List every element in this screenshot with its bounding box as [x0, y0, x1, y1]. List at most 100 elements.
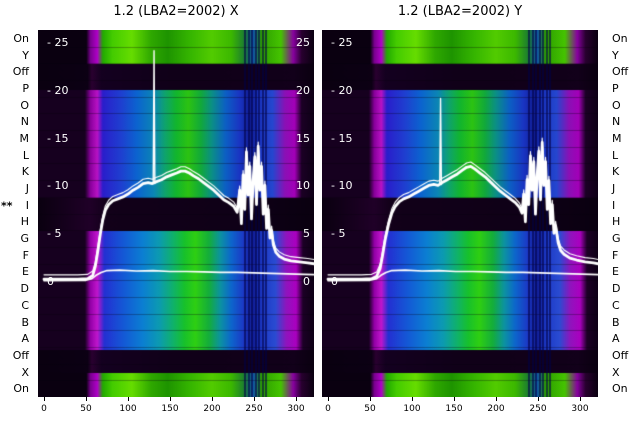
row-label-n: N	[610, 113, 640, 130]
x-tick-label: 200	[487, 404, 505, 414]
row-label-text: L	[22, 148, 29, 162]
row-label-f: F	[610, 247, 640, 264]
x-tick-label: 250	[245, 404, 263, 414]
x-tick-label: 250	[529, 404, 547, 414]
row-label-j: J	[610, 180, 640, 197]
row-marker: **	[1, 199, 13, 213]
y-tick-label: - 15	[47, 131, 69, 145]
row-label-text: K	[21, 165, 29, 179]
x-tick-label: 50	[364, 404, 376, 414]
x-tick-mark	[296, 397, 297, 401]
row-label-text: Y	[612, 48, 619, 62]
row-label-text: Off	[612, 65, 629, 79]
row-label-k: K	[0, 164, 34, 181]
y-tick-label: 0	[331, 275, 338, 288]
row-label-text: Off	[12, 348, 29, 362]
left-x-axis: 0 50 100 150 200 250 300	[38, 397, 318, 429]
row-label-text: H	[612, 215, 621, 229]
y-tick-label: 10	[296, 179, 310, 193]
x-tick-label: 100	[403, 404, 421, 414]
row-label-i: I	[610, 197, 640, 214]
row-label-text: Off	[612, 348, 629, 362]
row-label-x: X	[0, 364, 34, 381]
x-tick-label: 150	[161, 404, 179, 414]
x-tick-label: 0	[325, 404, 331, 414]
row-label-text: A	[612, 332, 620, 346]
y-tick-label: 15	[296, 131, 310, 145]
row-label-y: Y	[610, 47, 640, 64]
row-label-on: On	[0, 380, 34, 397]
right-heatmap-panel: - 25 - 20 - 15 - 10 - 5 0	[322, 30, 598, 397]
row-label-d: D	[610, 280, 640, 297]
row-label-c: C	[0, 297, 34, 314]
y-tick-label: - 5	[331, 227, 346, 241]
row-label-text: N	[612, 115, 621, 129]
row-label-text: N	[20, 115, 29, 129]
y-tick-label: - 25	[47, 36, 69, 49]
y-tick-label: 5	[303, 227, 310, 241]
right-row-labels: On Y Off P O N M L K J I H G F E D C B A Off X On	[610, 30, 640, 397]
right-heatmap-canvas	[322, 30, 598, 397]
row-label-text: H	[20, 215, 29, 229]
x-tick-mark	[496, 397, 497, 401]
row-label-i: I **	[0, 197, 34, 214]
x-tick-label: 200	[203, 404, 221, 414]
row-label-text: C	[21, 298, 29, 312]
left-heatmap-canvas	[38, 30, 314, 397]
row-label-text: P	[612, 81, 619, 95]
row-label-off: Off	[0, 347, 34, 364]
x-tick-mark	[580, 397, 581, 401]
row-label-text: A	[21, 332, 29, 346]
y-tick-label: - 25	[331, 36, 353, 49]
row-label-text: F	[612, 248, 619, 262]
y-tick-label: - 5	[47, 227, 62, 241]
x-tick-mark	[254, 397, 255, 401]
row-label-o: O	[0, 97, 34, 114]
row-label-l: L	[610, 147, 640, 164]
x-tick-label: 150	[445, 404, 463, 414]
row-label-on: On	[610, 380, 640, 397]
row-label-off: Off	[610, 63, 640, 80]
x-tick-mark	[212, 397, 213, 401]
x-tick-mark	[412, 397, 413, 401]
row-label-b: B	[610, 314, 640, 331]
row-label-text: K	[612, 165, 620, 179]
row-label-text: M	[612, 131, 622, 145]
row-label-text: Y	[22, 48, 29, 62]
right-x-axis: 0 50 100 150 200 250 300	[322, 397, 602, 429]
row-label-text: D	[20, 282, 29, 296]
y-tick-label: - 10	[331, 179, 353, 193]
row-label-text: Off	[12, 65, 29, 79]
y-tick-label: 0	[47, 275, 54, 288]
row-label-text: E	[612, 265, 619, 279]
row-label-g: G	[0, 230, 34, 247]
row-label-off: Off	[610, 347, 640, 364]
y-tick-label: - 10	[47, 179, 69, 193]
row-label-j: J	[0, 180, 34, 197]
row-label-text: M	[19, 131, 30, 145]
row-label-text: O	[20, 98, 29, 112]
row-label-text: On	[13, 31, 29, 45]
x-tick-label: 100	[119, 404, 137, 414]
row-label-text: X	[21, 365, 29, 379]
row-label-text: B	[612, 315, 620, 329]
y-tick-label: - 15	[331, 131, 353, 145]
row-label-p: P	[0, 80, 34, 97]
y-tick-label: - 20	[47, 83, 69, 97]
row-label-text: J	[612, 182, 616, 196]
y-tick-label: 0	[303, 275, 310, 288]
y-tick-label: 25	[296, 36, 310, 49]
row-label-off: Off	[0, 63, 34, 80]
row-label-on: On	[610, 30, 640, 47]
x-tick-mark	[370, 397, 371, 401]
row-label-p: P	[610, 80, 640, 97]
x-tick-mark	[128, 397, 129, 401]
x-tick-mark	[86, 397, 87, 401]
x-tick-mark	[454, 397, 455, 401]
left-heatmap-panel: - 25 - 20 - 15 - 10 - 5 0 25 20 15 10 5 0	[38, 30, 314, 397]
row-label-h: H	[0, 214, 34, 231]
row-label-n: N	[0, 113, 34, 130]
x-tick-label: 0	[41, 404, 47, 414]
row-label-text: G	[20, 232, 29, 246]
row-label-h: H	[610, 214, 640, 231]
